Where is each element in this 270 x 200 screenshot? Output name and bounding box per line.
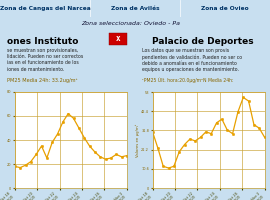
Text: Palacio de Deportes: Palacio de Deportes: [152, 37, 253, 46]
Text: PM25 Media 24h: 33.2ug/m³: PM25 Media 24h: 33.2ug/m³: [6, 78, 77, 83]
Text: Zona de Cangas del Narcea: Zona de Cangas del Narcea: [0, 6, 90, 11]
Text: Zona de Ovieo: Zona de Ovieo: [201, 6, 249, 11]
Text: Zona de Avilés: Zona de Avilés: [111, 6, 159, 11]
Text: ones Instituto: ones Instituto: [6, 37, 78, 46]
Text: se muestran son provisionales,
lidación. Pueden no ser correctos
ias en el funci: se muestran son provisionales, lidación.…: [6, 48, 83, 72]
Text: ¹PM25 Últ. hora:20.0μg/m²N Media 24h:: ¹PM25 Últ. hora:20.0μg/m²N Media 24h:: [142, 77, 233, 83]
Text: Los datos que se muestran son provis
pendientes de validación. Pueden no ser co
: Los datos que se muestran son provis pen…: [142, 48, 242, 72]
Bar: [109, 33, 127, 45]
Y-axis label: Valores en μg/m³: Valores en μg/m³: [135, 123, 140, 157]
Text: x: x: [116, 34, 120, 43]
Text: Zona seleccionada: Oviedo - Pa: Zona seleccionada: Oviedo - Pa: [81, 21, 180, 26]
